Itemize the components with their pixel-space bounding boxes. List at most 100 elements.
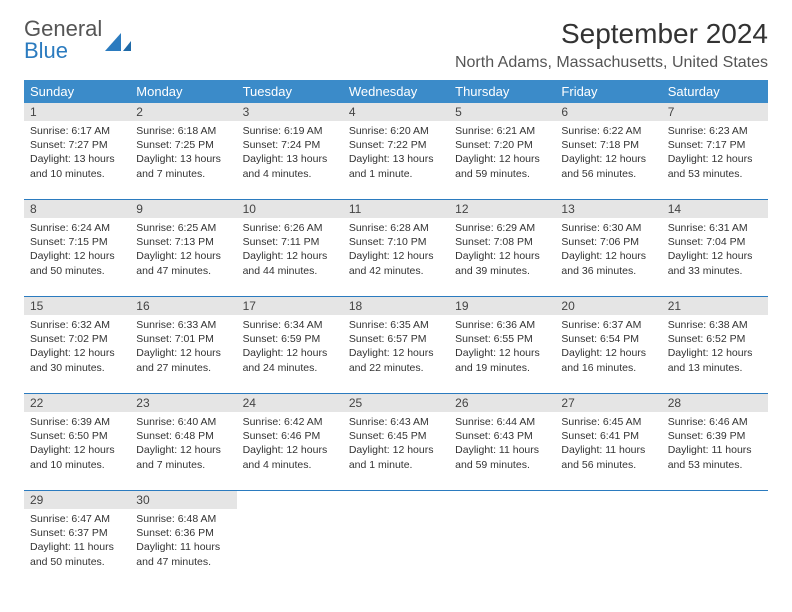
- day-header: Saturday: [662, 80, 768, 103]
- day-line-day1: Daylight: 12 hours: [455, 249, 549, 263]
- day-number-row: 15161718192021: [24, 297, 768, 315]
- day-cell: Sunrise: 6:43 AMSunset: 6:45 PMDaylight:…: [343, 412, 449, 490]
- day-details: Sunrise: 6:19 AMSunset: 7:24 PMDaylight:…: [243, 124, 337, 181]
- logo-text-2: Blue: [24, 38, 68, 63]
- day-cell: Sunrise: 6:36 AMSunset: 6:55 PMDaylight:…: [449, 315, 555, 393]
- day-number: 21: [662, 297, 768, 315]
- day-line-sunrise: Sunrise: 6:21 AM: [455, 124, 549, 138]
- day-line-sunrise: Sunrise: 6:31 AM: [668, 221, 762, 235]
- day-details: Sunrise: 6:35 AMSunset: 6:57 PMDaylight:…: [349, 318, 443, 375]
- day-line-day1: Daylight: 12 hours: [455, 152, 549, 166]
- day-header: Friday: [555, 80, 661, 103]
- day-cell: Sunrise: 6:48 AMSunset: 6:36 PMDaylight:…: [130, 509, 236, 587]
- day-number: 7: [662, 103, 768, 121]
- day-line-sunset: Sunset: 7:18 PM: [561, 138, 655, 152]
- day-number: 26: [449, 394, 555, 412]
- day-line-day2: and 7 minutes.: [136, 458, 230, 472]
- day-cell: Sunrise: 6:38 AMSunset: 6:52 PMDaylight:…: [662, 315, 768, 393]
- day-line-sunrise: Sunrise: 6:26 AM: [243, 221, 337, 235]
- day-line-sunrise: Sunrise: 6:45 AM: [561, 415, 655, 429]
- day-cell: Sunrise: 6:44 AMSunset: 6:43 PMDaylight:…: [449, 412, 555, 490]
- day-line-sunrise: Sunrise: 6:18 AM: [136, 124, 230, 138]
- day-line-day2: and 30 minutes.: [30, 361, 124, 375]
- day-details: Sunrise: 6:36 AMSunset: 6:55 PMDaylight:…: [455, 318, 549, 375]
- day-number: 14: [662, 200, 768, 218]
- day-line-day1: Daylight: 11 hours: [30, 540, 124, 554]
- day-number-row: 891011121314: [24, 200, 768, 218]
- day-number: 25: [343, 394, 449, 412]
- week-row: Sunrise: 6:39 AMSunset: 6:50 PM Daylight:…: [24, 412, 768, 491]
- day-line-day1: Daylight: 12 hours: [668, 152, 762, 166]
- day-line-sunrise: Sunrise: 6:25 AM: [136, 221, 230, 235]
- day-number: 13: [555, 200, 661, 218]
- day-line-sunrise: Sunrise: 6:37 AM: [561, 318, 655, 332]
- day-line-sunset: Sunset: 6:54 PM: [561, 332, 655, 346]
- day-line-sunset: Sunset: 6:41 PM: [561, 429, 655, 443]
- day-cell: [237, 509, 343, 587]
- day-line-sunrise: Sunrise: 6:38 AM: [668, 318, 762, 332]
- day-line-day1: Daylight: 12 hours: [136, 249, 230, 263]
- week-row: Sunrise: 6:17 AMSunset: 7:27 PMDaylight:…: [24, 121, 768, 200]
- day-line-sunrise: Sunrise: 6:32 AM: [30, 318, 124, 332]
- day-line-sunset: Sunset: 7:27 PM: [30, 138, 124, 152]
- day-line-day1: Daylight: 11 hours: [668, 443, 762, 457]
- day-line-sunrise: Sunrise: 6:39 AM: [30, 415, 124, 429]
- day-line-sunset: Sunset: 7:08 PM: [455, 235, 549, 249]
- day-header-row: SundayMondayTuesdayWednesdayThursdayFrid…: [24, 80, 768, 103]
- day-line-day1: Daylight: 11 hours: [136, 540, 230, 554]
- day-details: Sunrise: 6:45 AMSunset: 6:41 PMDaylight:…: [561, 415, 655, 472]
- day-details: Sunrise: 6:32 AMSunset: 7:02 PMDaylight:…: [30, 318, 124, 375]
- day-header: Sunday: [24, 80, 130, 103]
- day-cell: [449, 509, 555, 587]
- day-number: 23: [130, 394, 236, 412]
- day-number: 30: [130, 491, 236, 509]
- day-header: Thursday: [449, 80, 555, 103]
- day-number: 27: [555, 394, 661, 412]
- day-line-sunset: Sunset: 6:39 PM: [668, 429, 762, 443]
- day-details: Sunrise: 6:25 AMSunset: 7:13 PMDaylight:…: [136, 221, 230, 278]
- day-line-sunset: Sunset: 6:50 PM: [30, 429, 124, 443]
- day-line-day1: Daylight: 12 hours: [136, 443, 230, 457]
- day-number: 29: [24, 491, 130, 509]
- day-details: Sunrise: 6:44 AMSunset: 6:43 PMDaylight:…: [455, 415, 549, 472]
- day-line-day2: and 59 minutes.: [455, 458, 549, 472]
- day-details: Sunrise: 6:30 AMSunset: 7:06 PMDaylight:…: [561, 221, 655, 278]
- day-line-day2: and 7 minutes.: [136, 167, 230, 181]
- day-line-day2: and 53 minutes.: [668, 167, 762, 181]
- day-number: [555, 491, 661, 509]
- day-number-row: 1234567: [24, 103, 768, 121]
- day-line-sunset: Sunset: 7:20 PM: [455, 138, 549, 152]
- day-line-day1: Daylight: 13 hours: [349, 152, 443, 166]
- day-line-day1: Daylight: 12 hours: [349, 249, 443, 263]
- day-number: 18: [343, 297, 449, 315]
- day-cell: Sunrise: 6:29 AMSunset: 7:08 PMDaylight:…: [449, 218, 555, 296]
- day-details: Sunrise: 6:28 AMSunset: 7:10 PMDaylight:…: [349, 221, 443, 278]
- logo-sail-icon: [105, 29, 131, 51]
- day-details: Sunrise: 6:42 AMSunset: 6:46 PMDaylight:…: [243, 415, 337, 472]
- day-line-sunrise: Sunrise: 6:42 AM: [243, 415, 337, 429]
- day-line-sunrise: Sunrise: 6:33 AM: [136, 318, 230, 332]
- day-line-day2: and 56 minutes.: [561, 167, 655, 181]
- day-cell: Sunrise: 6:31 AMSunset: 7:04 PMDaylight:…: [662, 218, 768, 296]
- day-cell: Sunrise: 6:28 AMSunset: 7:10 PMDaylight:…: [343, 218, 449, 296]
- day-details: Sunrise: 6:43 AMSunset: 6:45 PMDaylight:…: [349, 415, 443, 472]
- day-details: Sunrise: 6:39 AMSunset: 6:50 PMDaylight:…: [30, 415, 124, 472]
- day-cell: Sunrise: 6:37 AMSunset: 6:54 PMDaylight:…: [555, 315, 661, 393]
- day-cell: Sunrise: 6:25 AMSunset: 7:13 PMDaylight:…: [130, 218, 236, 296]
- day-details: Sunrise: 6:34 AMSunset: 6:59 PMDaylight:…: [243, 318, 337, 375]
- day-line-day2: and 39 minutes.: [455, 264, 549, 278]
- day-number: 6: [555, 103, 661, 121]
- day-cell: Sunrise: 6:21 AMSunset: 7:20 PMDaylight:…: [449, 121, 555, 199]
- day-number: 1: [24, 103, 130, 121]
- day-line-day2: and 10 minutes.: [30, 167, 124, 181]
- day-line-sunset: Sunset: 7:01 PM: [136, 332, 230, 346]
- day-cell: Sunrise: 6:30 AMSunset: 7:06 PMDaylight:…: [555, 218, 661, 296]
- day-number: 16: [130, 297, 236, 315]
- day-line-day2: and 1 minute.: [349, 167, 443, 181]
- day-number: 9: [130, 200, 236, 218]
- day-details: Sunrise: 6:26 AMSunset: 7:11 PMDaylight:…: [243, 221, 337, 278]
- day-line-day1: Daylight: 12 hours: [243, 346, 337, 360]
- day-line-sunrise: Sunrise: 6:24 AM: [30, 221, 124, 235]
- day-line-day2: and 4 minutes.: [243, 458, 337, 472]
- day-line-day1: Daylight: 12 hours: [668, 346, 762, 360]
